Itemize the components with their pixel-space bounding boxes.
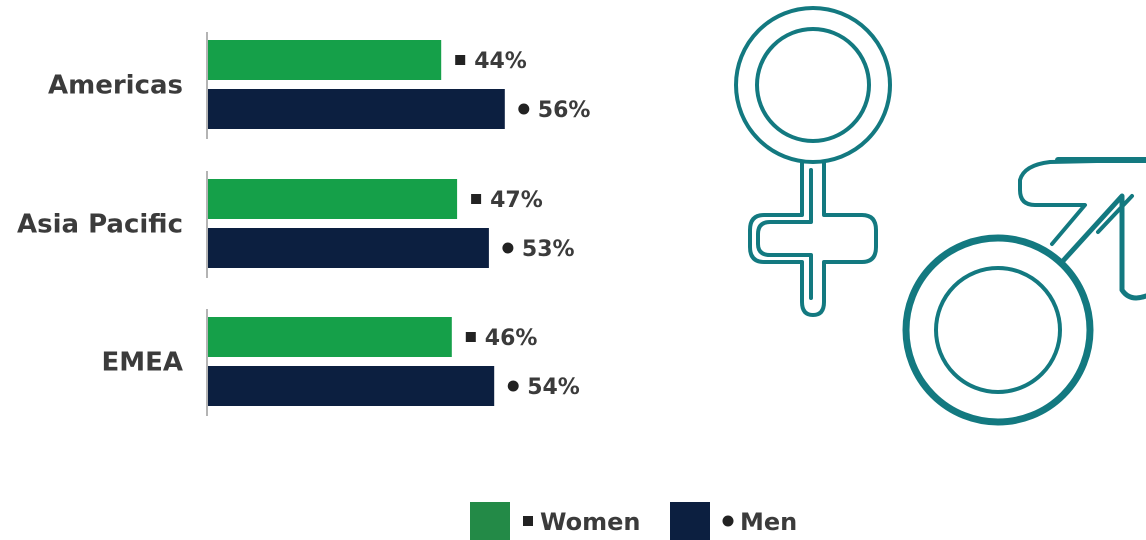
series-marker-square — [471, 194, 482, 204]
gender-symbols — [734, 6, 1146, 426]
male-symbol-icon — [902, 157, 1146, 426]
bar-men-emea — [208, 366, 495, 406]
legend-label-women: Women — [540, 508, 640, 536]
female-symbol-icon — [734, 6, 892, 317]
series-marker-circle — [507, 380, 519, 392]
legend-swatch-men — [670, 502, 710, 540]
bar-men-americas — [208, 89, 505, 129]
bar-women-americas — [208, 40, 442, 80]
legend-swatch-women — [470, 502, 510, 540]
bar-women-asia-pacific — [208, 179, 458, 219]
bar-men-asia-pacific — [208, 228, 489, 268]
legend: Women Men — [470, 502, 797, 540]
category-label: EMEA — [101, 348, 183, 378]
data-label: 46% — [485, 326, 538, 351]
data-label: 53% — [522, 237, 575, 262]
data-label: 47% — [490, 188, 543, 213]
data-label: 54% — [527, 375, 580, 400]
labels-layer: Americas 44% 56% Asia Pacific 47% 53% EMEA 46% 5… — [17, 49, 591, 400]
legend-marker-circle — [722, 515, 734, 527]
series-marker-circle — [502, 242, 514, 254]
bars-layer — [208, 40, 505, 406]
series-marker-square — [455, 55, 466, 65]
bar-women-emea — [208, 317, 452, 357]
legend-label-men: Men — [740, 508, 797, 536]
category-label: Americas — [48, 71, 183, 101]
data-label: 44% — [474, 49, 527, 74]
series-marker-square — [465, 332, 476, 342]
legend-marker-square — [523, 516, 533, 526]
series-marker-circle — [518, 103, 530, 115]
category-label: Asia Pacific — [17, 210, 183, 240]
data-label: 56% — [538, 98, 591, 123]
